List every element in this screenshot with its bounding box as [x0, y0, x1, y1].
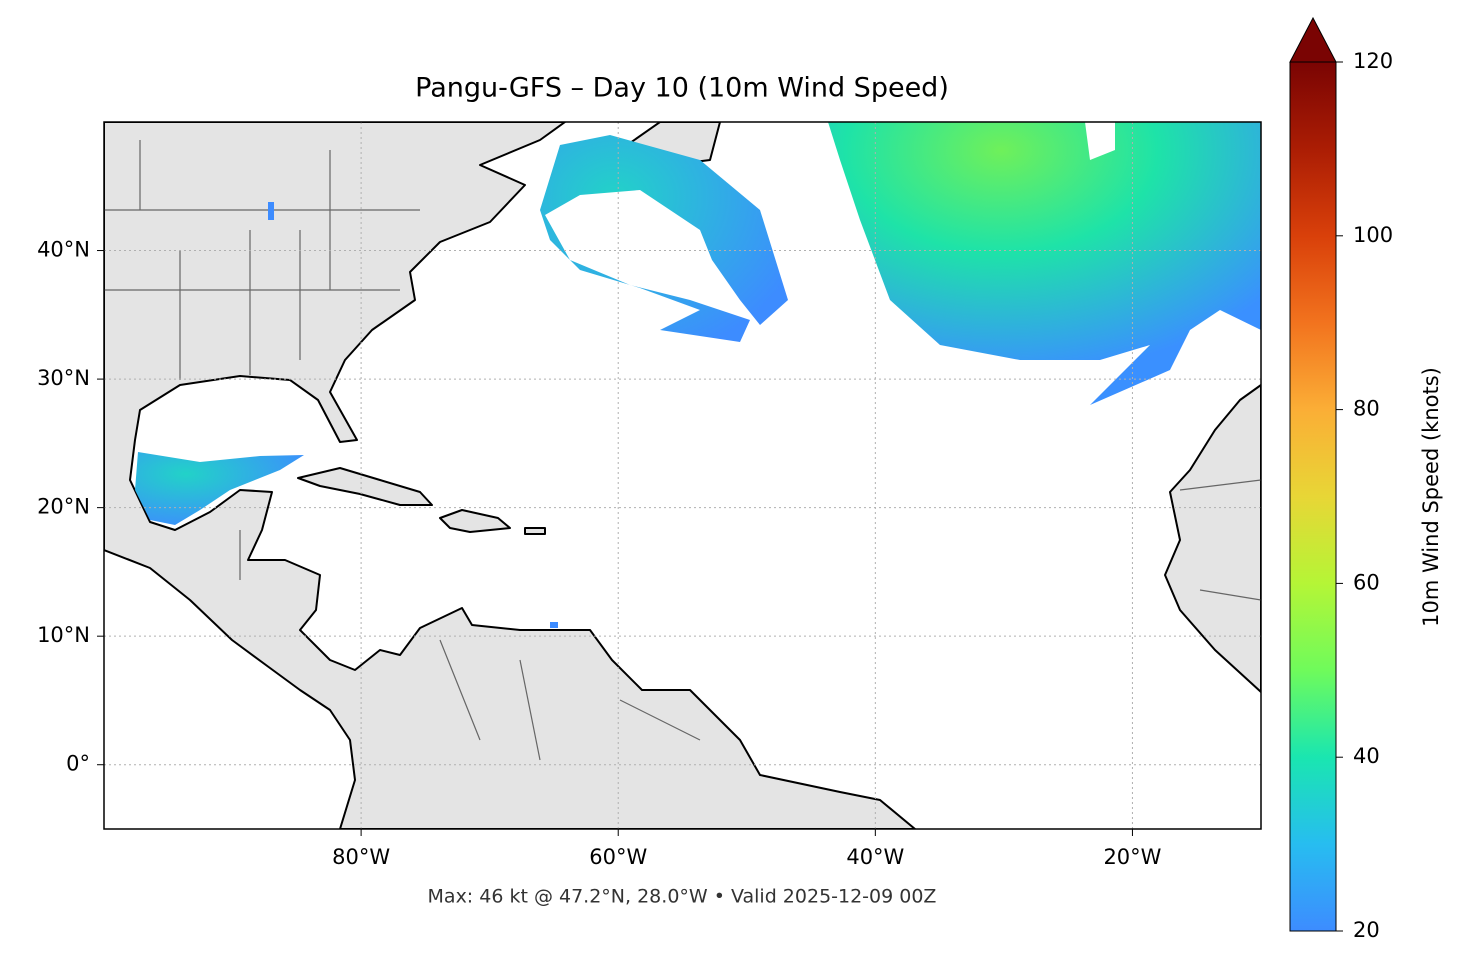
colorbar [1290, 62, 1336, 931]
y-tick-label: 40°N [37, 238, 90, 262]
colorbar-tick-label: 60 [1353, 570, 1380, 594]
y-tick-label: 30°N [37, 366, 90, 390]
wind-patch [268, 202, 274, 220]
map-title: Pangu-GFS – Day 10 (10m Wind Speed) [415, 73, 949, 104]
hispaniola [439, 509, 511, 533]
x-tick-label: 20°W [1103, 845, 1161, 869]
wind-gulf [135, 452, 304, 525]
y-tick-label: 0° [66, 752, 90, 776]
wind-atlantic-west [540, 135, 788, 342]
map-frame [103, 121, 1262, 830]
colorbar-extend [1289, 16, 1337, 63]
colorbar-tick-label: 40 [1353, 744, 1380, 768]
y-tick-label: 10°N [37, 623, 90, 647]
footer: Max: 46 kt @ 47.2°N, 28.0°W • Valid 2025… [428, 886, 937, 908]
wind-atlantic-east [828, 122, 1261, 405]
x-tick-label: 40°W [846, 845, 904, 869]
borders [104, 140, 1261, 761]
y-tick-label: 20°N [37, 495, 90, 519]
cuba [297, 467, 433, 506]
colorbar-tick-label: 120 [1353, 49, 1393, 73]
colorbar-tick-label: 20 [1353, 918, 1380, 942]
x-tick-label: 80°W [332, 845, 390, 869]
x-tick-label: 60°W [589, 845, 647, 869]
colorbar-tick-label: 100 [1353, 223, 1393, 247]
colorbar-frame [1289, 62, 1337, 932]
map-area [104, 122, 1261, 829]
africa [1164, 384, 1261, 693]
puerto-rico [524, 527, 546, 535]
americas [104, 122, 916, 829]
colorbar-tick-label: 80 [1353, 397, 1380, 421]
wind-patch [550, 622, 558, 628]
colorbar-label: 10m Wind Speed (knots) [1419, 367, 1443, 627]
